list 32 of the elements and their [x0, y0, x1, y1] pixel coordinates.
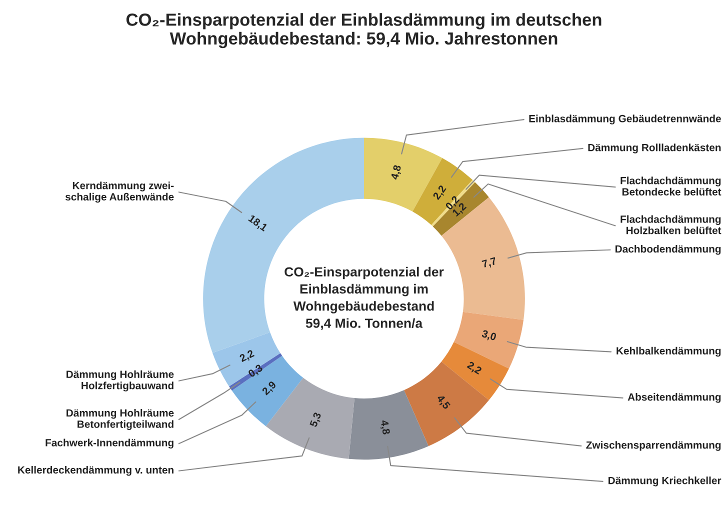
data-label: 4,8	[390, 164, 403, 180]
slice-label: Kellerdeckendämmung v. unten	[18, 466, 174, 476]
chart-title: CO₂-Einsparpotenzial der Einblasdämmung im deutschen Wohngebäudebestand: 59,4 Mio. Jahrestonnen	[126, 13, 602, 48]
slice-label: Abseitendämmung	[628, 393, 721, 403]
slice-label: Dachbodendämmung	[616, 245, 721, 255]
data-label: 2,9	[262, 380, 278, 397]
slice-label: Dämmung Hohlräume Holzfertigbauwand	[66, 370, 174, 392]
slice-label: Dämmung Rollladenkästen	[588, 144, 721, 154]
data-label: 4,8	[379, 420, 390, 435]
data-label: 0,3	[248, 364, 264, 379]
data-label: 3,0	[480, 330, 497, 342]
data-label: 7,7	[482, 257, 498, 270]
donut-slice	[432, 182, 489, 236]
slice-label: Fachwerk-Innendämmung	[46, 438, 174, 449]
data-label: 18,1	[247, 214, 268, 233]
data-label: 2,2	[239, 349, 256, 364]
slice-label: Dämmung Kriechkeller	[608, 476, 722, 486]
data-label: 2,2	[432, 184, 448, 201]
slice-label: Flachdachdämmung Holzbalken belüftet	[620, 215, 722, 234]
donut-slice	[404, 362, 489, 446]
text: CO₂-Einsparpotenzial der Einblasdämmung im Wohngebäudebestand 59,4 Mio. Tonnen/a	[284, 266, 444, 330]
slice-label: Dämmung Hohlräume Betonfertigteilwand	[66, 408, 174, 430]
data-label: 2,2	[466, 361, 482, 376]
slice-label: Einblasdämmung Gebäudetrennwände	[529, 114, 721, 124]
slice-label: Kehlbalkendämmung	[616, 346, 721, 357]
slice-label: Flachdachdämmung Betondecke belüftet	[620, 176, 722, 196]
data-label: 5,3	[309, 412, 323, 428]
data-label: 4,5	[435, 394, 451, 411]
slice-label: Zwischensparrendämmung	[586, 441, 721, 451]
donut-slice	[348, 390, 429, 460]
slice-label: Kerndämmung zwei- schalige Außenwände	[65, 182, 174, 203]
donut-slice	[412, 158, 473, 226]
